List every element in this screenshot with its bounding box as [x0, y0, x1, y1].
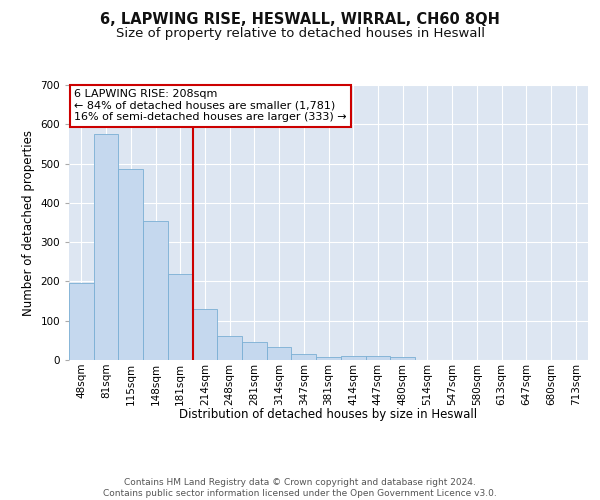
- Bar: [168, 274, 193, 360]
- Bar: [341, 356, 365, 360]
- Bar: [217, 336, 242, 360]
- Bar: [118, 170, 143, 360]
- Text: Contains HM Land Registry data © Crown copyright and database right 2024.
Contai: Contains HM Land Registry data © Crown c…: [103, 478, 497, 498]
- Bar: [242, 342, 267, 360]
- Text: 6, LAPWING RISE, HESWALL, WIRRAL, CH60 8QH: 6, LAPWING RISE, HESWALL, WIRRAL, CH60 8…: [100, 12, 500, 28]
- Bar: [143, 220, 168, 360]
- Bar: [292, 354, 316, 360]
- Text: Size of property relative to detached houses in Heswall: Size of property relative to detached ho…: [115, 28, 485, 40]
- Y-axis label: Number of detached properties: Number of detached properties: [22, 130, 35, 316]
- Bar: [365, 356, 390, 360]
- X-axis label: Distribution of detached houses by size in Heswall: Distribution of detached houses by size …: [179, 408, 478, 420]
- Bar: [316, 357, 341, 360]
- Bar: [69, 282, 94, 360]
- Bar: [94, 134, 118, 360]
- Bar: [390, 357, 415, 360]
- Text: 6 LAPWING RISE: 208sqm
← 84% of detached houses are smaller (1,781)
16% of semi-: 6 LAPWING RISE: 208sqm ← 84% of detached…: [74, 89, 347, 122]
- Bar: [193, 309, 217, 360]
- Bar: [267, 347, 292, 360]
